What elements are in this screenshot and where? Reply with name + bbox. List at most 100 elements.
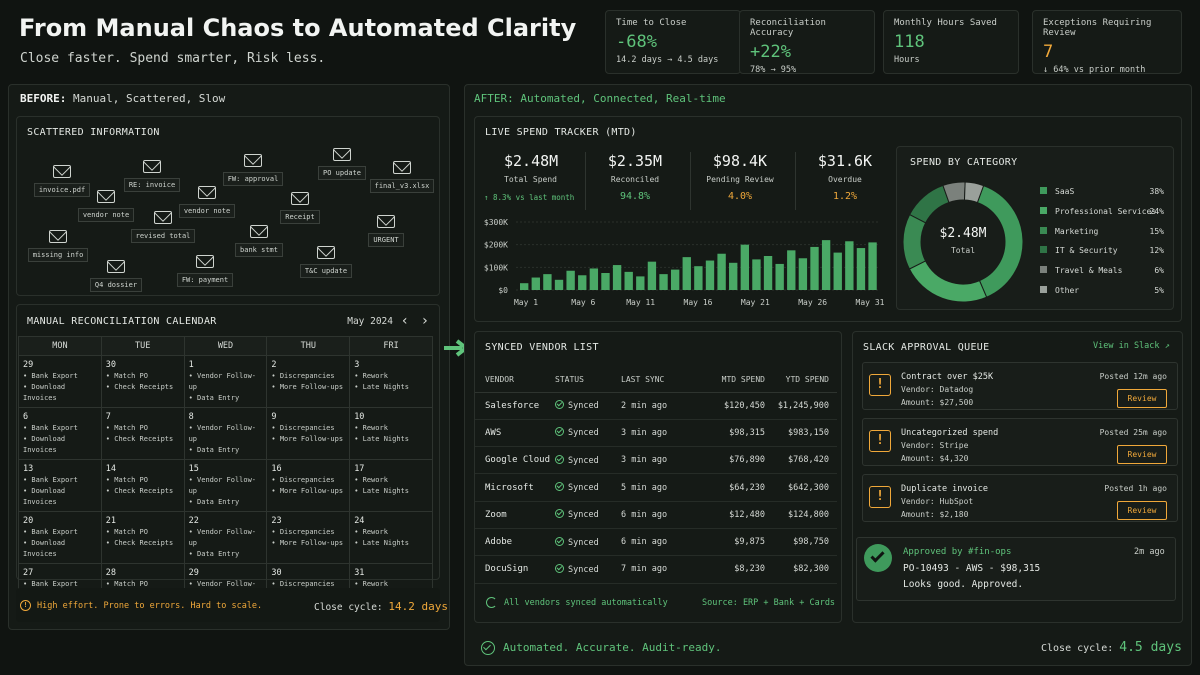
vendor-row[interactable]: Zoom Synced 6 min ago $12,480 $124,800	[475, 501, 837, 529]
calendar-date: 13	[23, 464, 34, 474]
calendar-cell[interactable]: 15 • Vendor Follow-up • Data Entry	[183, 459, 268, 512]
external-link-icon[interactable]: ↗	[1164, 341, 1170, 351]
spend-bar[interactable]	[601, 273, 610, 290]
spend-bar[interactable]	[787, 250, 796, 290]
spend-bar[interactable]	[705, 260, 715, 290]
mail-icon	[291, 192, 309, 205]
spend-bar[interactable]	[775, 263, 784, 290]
chevron-right-icon[interactable]: ›	[420, 313, 429, 329]
view-in-slack-link[interactable]: View in Slack ↗	[1093, 341, 1170, 351]
kpi-sub: Hours	[894, 55, 920, 65]
calendar-task: • More Follow-ups	[271, 539, 344, 547]
spend-bar[interactable]	[531, 277, 540, 290]
donut-slice[interactable]	[908, 260, 988, 303]
mail-icon	[53, 165, 71, 178]
chevron-left-icon[interactable]: ‹	[400, 313, 409, 329]
spend-bar[interactable]	[566, 270, 575, 290]
calendar-cell[interactable]: 1 • Vendor Follow-up • Data Entry	[183, 355, 268, 408]
col-mtd-spend[interactable]: MTD SPEND	[695, 368, 765, 393]
calendar-cell[interactable]: 14 • Match PO • Check Receipts	[100, 459, 185, 512]
spend-bar[interactable]	[729, 262, 738, 290]
spend-bar[interactable]	[810, 246, 819, 290]
calendar-cell[interactable]: 21 • Match PO • Check Receipts	[100, 511, 185, 564]
spend-bar[interactable]	[752, 259, 761, 290]
spend-bar[interactable]	[589, 268, 599, 290]
calendar-cell[interactable]: 23 • Discrepancies • More Follow-ups	[266, 511, 351, 564]
spend-bar[interactable]	[647, 261, 657, 290]
calendar-cell[interactable]: 6 • Bank Export • Download Invoices	[18, 407, 102, 460]
legend-pct: 15%	[1149, 226, 1164, 236]
vendor-footer-left: All vendors synced automatically	[504, 598, 668, 608]
spend-bar[interactable]	[798, 258, 808, 290]
spend-bar[interactable]	[612, 265, 622, 290]
spend-bar[interactable]	[717, 253, 726, 290]
envelope-label: vendor note	[178, 204, 236, 218]
mail-icon	[377, 215, 395, 228]
spend-bar[interactable]	[682, 257, 691, 290]
spend-bar[interactable]	[670, 269, 680, 290]
spend-bar[interactable]	[868, 242, 877, 290]
review-button[interactable]: Review	[1117, 501, 1167, 520]
calendar-cell[interactable]: 29 • Bank Export • Download Invoices	[18, 355, 102, 408]
approval-title: Contract over $25K	[901, 372, 994, 382]
spend-bar[interactable]	[740, 244, 750, 290]
spend-bar[interactable]	[763, 256, 773, 290]
vendor-row[interactable]: DocuSign Synced 7 min ago $8,230 $82,300	[475, 555, 837, 584]
calendar-task: • Late Nights	[354, 539, 409, 547]
spend-bar[interactable]	[845, 241, 854, 290]
calendar-cell[interactable]: 8 • Vendor Follow-up • Data Entry	[183, 407, 268, 460]
envelope-item: Q4 dossier	[86, 260, 146, 292]
calendar-cell[interactable]: 17 • Rework • Late Nights	[349, 459, 433, 512]
envelope-label: FW: payment	[176, 273, 234, 287]
donut-slice[interactable]	[908, 184, 950, 224]
spend-bar[interactable]	[856, 248, 866, 290]
spend-bar[interactable]	[624, 271, 633, 290]
calendar-task: • Vendor Follow-up	[188, 528, 257, 547]
calendar-cell[interactable]: 13 • Bank Export • Download Invoices	[18, 459, 102, 512]
vendor-row[interactable]: Google Cloud Synced 3 min ago $76,890 $768,4…	[475, 446, 837, 475]
vendor-table: VENDOR STATUS LAST SYNC MTD SPEND YTD SP…	[475, 368, 837, 584]
spend-bar[interactable]	[659, 274, 668, 290]
calendar-grid: MON TUE WED THU FRI 29 • Bank Export • Downloa…	[18, 336, 433, 616]
col-last-sync[interactable]: LAST SYNC	[621, 368, 695, 393]
calendar-cell[interactable]: 9 • Discrepancies • More Follow-ups	[266, 407, 351, 460]
calendar-cell[interactable]: 16 • Discrepancies • More Follow-ups	[266, 459, 351, 512]
calendar-cell[interactable]: 20 • Bank Export • Download Invoices	[18, 511, 102, 564]
col-vendor[interactable]: VENDOR	[475, 368, 555, 393]
spend-bar[interactable]	[543, 274, 552, 290]
category-title: SPEND BY CATEGORY	[910, 157, 1018, 168]
vendor-status: Synced	[555, 473, 621, 502]
spend-bar[interactable]	[520, 283, 529, 290]
calendar-cell[interactable]: 30 • Match PO • Check Receipts	[100, 355, 185, 408]
spend-bar[interactable]	[578, 275, 587, 290]
calendar-cell[interactable]: 7 • Match PO • Check Receipts	[100, 407, 185, 460]
calendar-cell[interactable]: 2 • Discrepancies • More Follow-ups	[266, 355, 351, 408]
vendor-row[interactable]: Microsoft Synced 5 min ago $64,230 $642,300	[475, 473, 837, 502]
calendar-cell[interactable]: 10 • Rework • Late Nights	[349, 407, 433, 460]
vendor-row[interactable]: Salesforce Synced 2 min ago $120,450 $1,245,…	[475, 392, 837, 420]
calendar-cell[interactable]: 3 • Rework • Late Nights	[349, 355, 433, 408]
spend-bar[interactable]	[636, 276, 645, 290]
spend-bar[interactable]	[694, 266, 703, 290]
calendar-task: • Download Invoices	[23, 539, 66, 558]
x-tick-label: May 1	[514, 298, 538, 307]
review-button[interactable]: Review	[1117, 389, 1167, 408]
donut-slice[interactable]	[976, 184, 1024, 298]
vendor-row[interactable]: AWS Synced 3 min ago $98,315 $983,150	[475, 419, 837, 448]
spend-bar[interactable]	[554, 279, 564, 290]
calendar-task: • Match PO	[105, 580, 148, 588]
warning-text: High effort. Prone to errors. Hard to sc…	[37, 601, 263, 611]
view-in-slack-label[interactable]: View in Slack	[1093, 341, 1160, 351]
col-ytd-spend[interactable]: YTD SPEND	[765, 368, 837, 393]
vendor-row[interactable]: Adobe Synced 6 min ago $9,875 $98,750	[475, 528, 837, 557]
calendar-cell[interactable]: 22 • Vendor Follow-up • Data Entry	[183, 511, 268, 564]
calendar-task: • Rework	[354, 372, 388, 380]
calendar-cell[interactable]: 24 • Rework • Late Nights	[349, 511, 433, 564]
donut-slice[interactable]	[963, 181, 985, 204]
review-button[interactable]: Review	[1117, 445, 1167, 464]
calendar-date: 3	[354, 360, 360, 370]
col-status[interactable]: STATUS	[555, 368, 621, 393]
spend-bar[interactable]	[833, 252, 842, 290]
spend-bar[interactable]	[821, 240, 831, 290]
donut-slice[interactable]	[902, 213, 927, 270]
